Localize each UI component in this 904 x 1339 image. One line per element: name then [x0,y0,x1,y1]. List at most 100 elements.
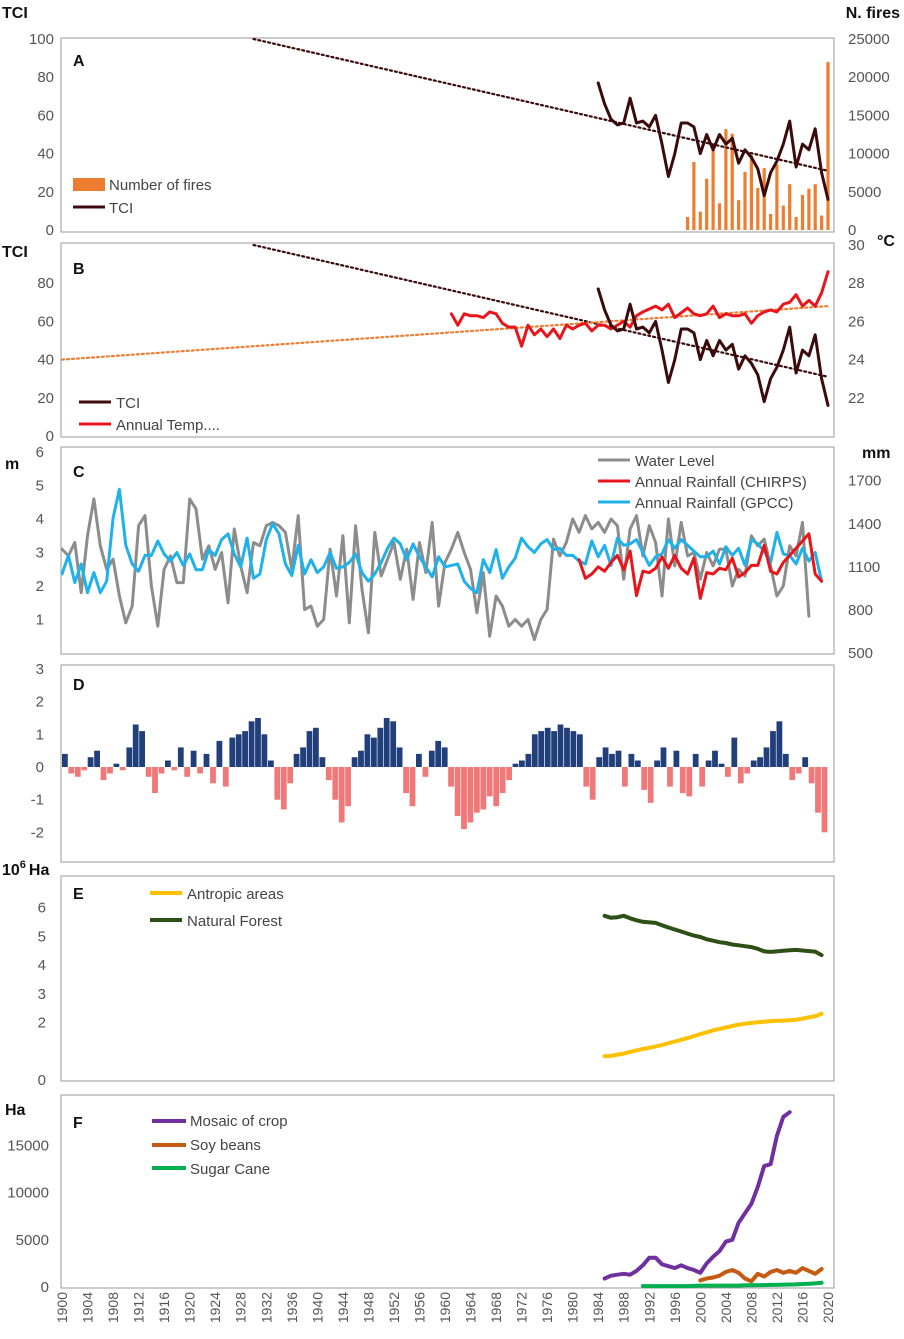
bar-anomaly-19 [184,767,191,777]
bar-anomaly-84 [602,747,609,767]
bar-anomaly-71 [519,760,525,767]
bar-anomaly-30 [255,718,261,767]
bar-anomaly-96 [679,767,686,794]
bar-anomaly-90 [641,767,648,790]
x-tick-1956: 1956 [412,1292,428,1323]
bar-anomaly-0 [62,753,68,767]
legend-label-antropic: Antropic areas [187,886,284,903]
panel-b-legend: TCI Annual Temp.... [79,395,220,434]
tick-b-right-26: 26 [848,313,865,330]
bar-anomaly-21 [197,767,203,774]
bar-fires-2014 [788,184,792,230]
tick-a-left-20: 20 [37,184,54,201]
bar-anomaly-89 [634,760,641,767]
bar-anomaly-107 [750,760,757,767]
bar-anomaly-20 [190,750,197,767]
tick-a-right-25000: 25000 [848,31,890,48]
x-tick-1980: 1980 [565,1292,581,1323]
bar-anomaly-28 [242,731,248,767]
tick-c-right-800: 800 [848,602,873,619]
bar-anomaly-79 [570,731,577,767]
bar-anomaly-63 [467,767,474,823]
panel-a-right-axis-title: N. fires [846,5,900,22]
bar-anomaly-56 [422,767,429,777]
bar-anomaly-75 [544,727,551,767]
tick-d-3: 3 [36,661,44,678]
bar-anomaly-67 [493,767,500,807]
panel-b-label: B [73,261,85,278]
line-sugar-cane [640,1280,824,1289]
tick-f-15000: 15000 [7,1137,49,1154]
bar-anomaly-87 [622,767,628,787]
bar-anomaly-11 [132,724,139,767]
line-antropic-areas [602,1011,824,1059]
bar-anomaly-36 [293,753,300,767]
panel-e-legend: Antropic areas Natural Forest [150,886,284,930]
panel-e-label: E [73,886,84,903]
panel-a-label: A [73,53,85,70]
tick-a-right-0: 0 [848,222,856,239]
bar-anomaly-115 [802,757,809,767]
line-tci-b [596,287,830,407]
tick-d--1: -1 [31,792,44,809]
tick-c-right-500: 500 [848,645,873,662]
legend-label-sugar: Sugar Cane [190,1161,270,1178]
x-tick-1964: 1964 [463,1292,479,1323]
line-mosaic-crop-part-0 [602,1110,792,1281]
axis-ticks: 0204060801000500010000150002000025000020… [7,31,889,1323]
panel-f-left-axis-title: Ha [5,1102,26,1119]
bar-anomaly-42 [332,767,339,800]
bar-anomaly-91 [647,767,654,803]
tick-a-left-40: 40 [37,146,54,163]
bar-anomaly-80 [577,734,583,767]
bar-anomaly-3 [81,767,88,771]
bar-anomaly-103 [725,767,731,777]
bar-anomaly-13 [145,767,152,777]
bar-anomaly-4 [87,757,94,767]
bar-anomaly-17 [171,767,178,771]
bar-anomaly-10 [126,747,133,767]
bar-anomaly-116 [808,767,815,784]
legend-swatch-fires [73,178,105,191]
x-tick-1924: 1924 [207,1292,223,1323]
bar-anomaly-77 [557,724,564,767]
bar-anomaly-106 [744,767,751,774]
bar-anomaly-117 [815,767,821,813]
bar-anomaly-35 [287,767,294,784]
panel-b-frame [60,242,835,438]
x-tick-1940: 1940 [309,1292,325,1323]
x-tick-1948: 1948 [360,1292,376,1323]
bar-fires-2004 [724,129,728,230]
bar-anomaly-32 [268,760,274,767]
bar-anomaly-101 [712,750,718,767]
bar-anomaly-99 [699,767,706,787]
tick-a-right-5000: 5000 [848,184,881,201]
bar-fires-2006 [737,200,741,230]
x-tick-2012: 2012 [769,1292,785,1323]
bar-fires-2003 [717,203,722,230]
tick-b-left-80: 80 [37,275,54,292]
x-tick-2000: 2000 [692,1292,708,1323]
tick-a-left-60: 60 [37,107,54,124]
tick-a-right-10000: 10000 [848,146,890,163]
bar-anomaly-53 [403,767,409,794]
tick-c-left-6: 6 [36,444,44,461]
bar-anomaly-16 [165,760,171,767]
tick-b-right-30: 30 [848,237,865,254]
bar-anomaly-86 [615,750,622,767]
bar-anomaly-26 [229,737,236,767]
tick-b-left-60: 60 [37,313,54,330]
bar-anomaly-64 [474,767,480,813]
bar-anomaly-18 [177,747,184,767]
panel-f-label: F [73,1115,83,1132]
bar-anomaly-59 [441,747,448,767]
bar-anomaly-102 [718,763,725,767]
bar-anomaly-65 [480,767,487,810]
tick-a-left-80: 80 [37,69,54,86]
bar-anomaly-118 [821,767,828,833]
tick-a-left-100: 100 [29,31,54,48]
panel-e-axis-unit: Ha [29,862,50,879]
legend-label-fires: Number of fires [109,177,212,194]
bar-anomaly-24 [216,740,223,767]
